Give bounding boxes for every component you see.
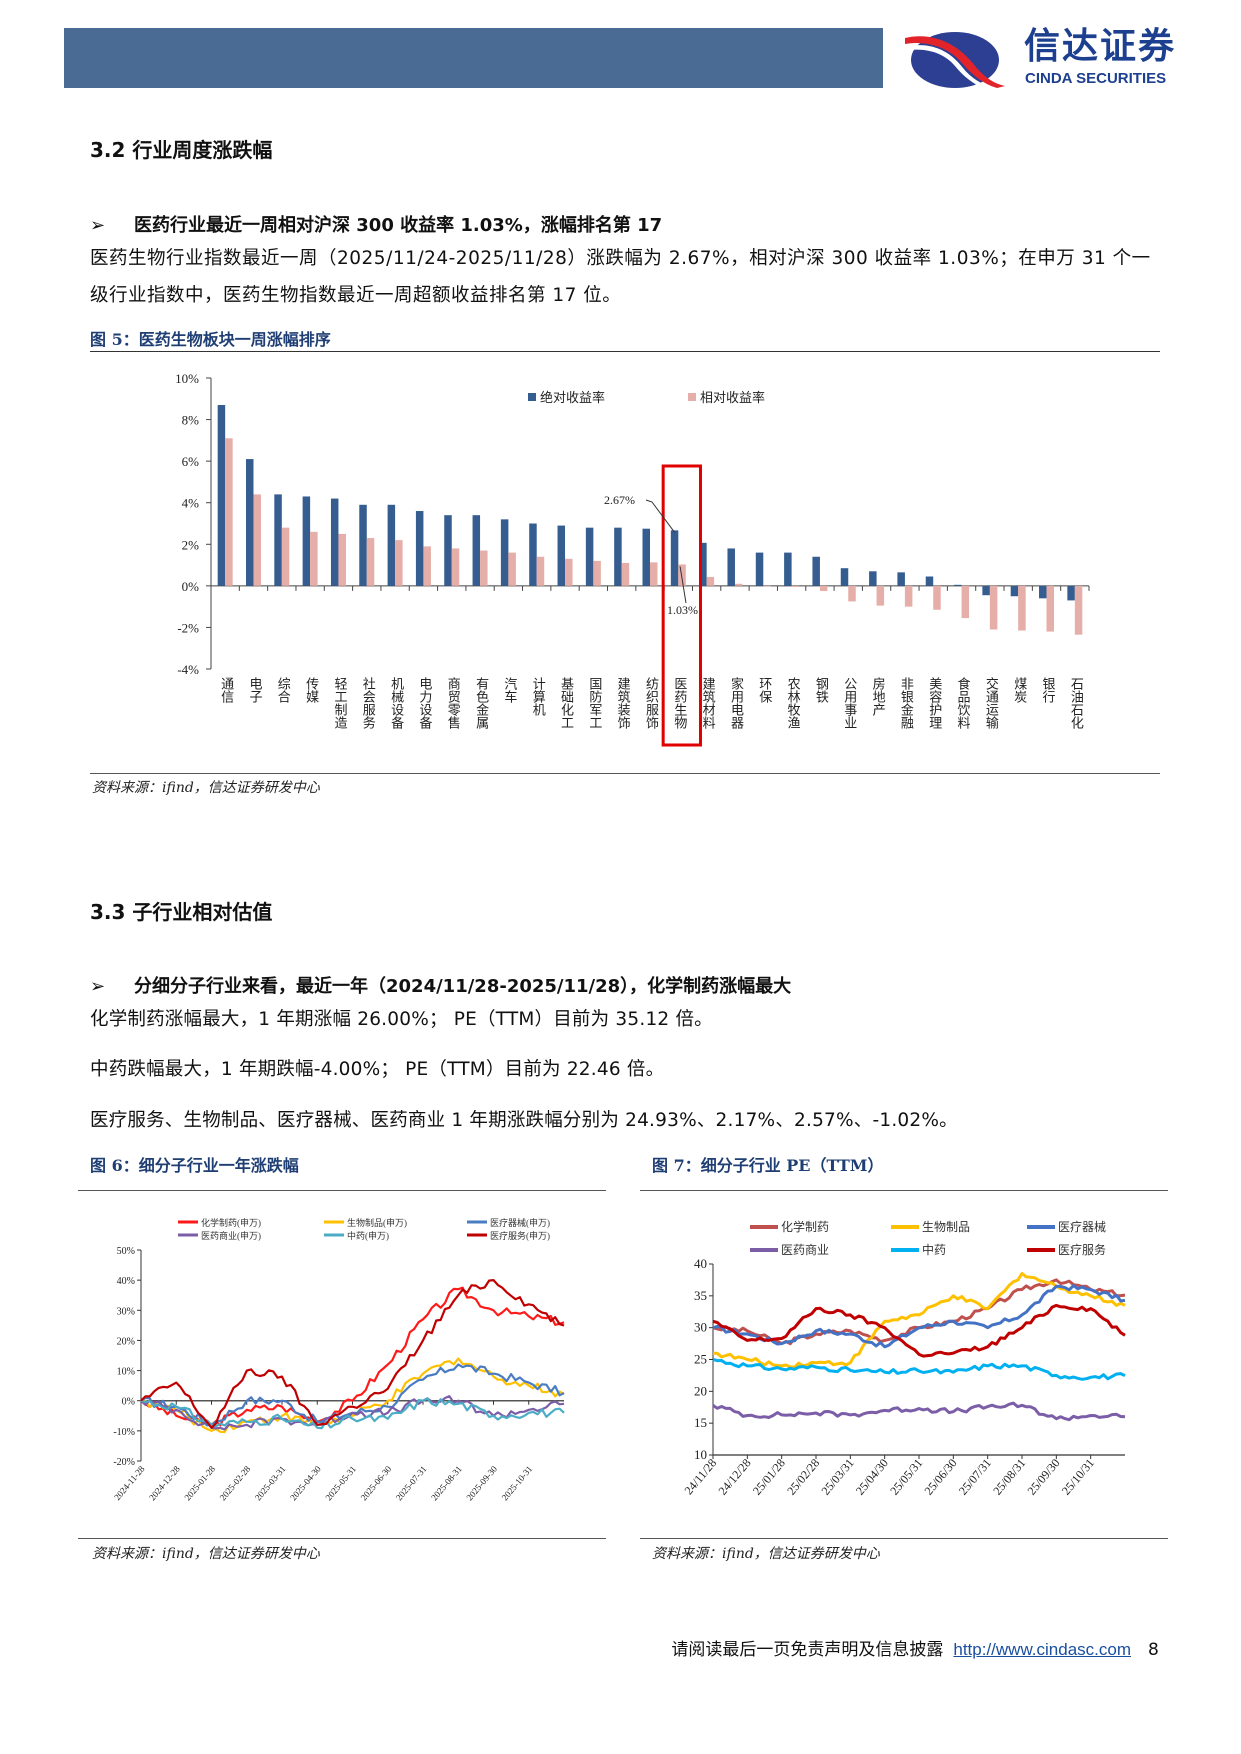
header-bar bbox=[64, 28, 883, 88]
x-tick-label: 25/05/31 bbox=[887, 1456, 925, 1498]
series-line bbox=[712, 1303, 1126, 1358]
figure-7-caption: 图 7：细分子行业 PE（TTM） bbox=[652, 1156, 884, 1175]
x-tick-label: 24/12/28 bbox=[715, 1456, 753, 1498]
y-tick-label: 35 bbox=[694, 1288, 707, 1303]
section-3-3-bullet: ➢ 分细分子行业来看，最近一年（2024/11/28-2025/11/28），化学… bbox=[90, 972, 791, 998]
y-tick-label: 40% bbox=[117, 1276, 135, 1287]
section-3-3-line-2: 中药跌幅最大，1 年期跌幅-4.00%； PE（TTM）目前为 22.46 倍。 bbox=[90, 1059, 665, 1080]
legend-label: 医疗服务 bbox=[1058, 1242, 1106, 1257]
divider bbox=[78, 1538, 606, 1539]
divider bbox=[640, 1190, 1168, 1191]
figure-5-caption: 图 5：医药生物板块一周涨幅排序 bbox=[90, 330, 331, 349]
section-3-3-line-3: 医疗服务、生物制品、医疗器械、医药商业 1 年期涨跌幅分别为 24.93%、2.… bbox=[90, 1110, 958, 1131]
divider bbox=[640, 1538, 1168, 1539]
series-line bbox=[712, 1401, 1126, 1422]
section-3-2-bullet: ➢ 医药行业最近一周相对沪深 300 收益率 1.03%，涨幅排名第 17 bbox=[90, 211, 662, 237]
x-tick-label: 25/10/31 bbox=[1059, 1456, 1097, 1498]
section-title-3-2: 3.2 行业周度涨跌幅 bbox=[90, 138, 273, 162]
y-tick-label: 50% bbox=[117, 1246, 135, 1257]
series-line bbox=[712, 1358, 1126, 1381]
figure-6-line-chart: 50%40%30%20%10%0%-10%-20%2024-11-28 2024-… bbox=[112, 1217, 565, 1502]
legend-label: 医疗器械(申万) bbox=[490, 1217, 550, 1228]
series-line bbox=[140, 1357, 565, 1434]
x-tick-label: 25/04/30 bbox=[853, 1456, 891, 1498]
x-tick-label: 25/03/31 bbox=[818, 1456, 856, 1498]
figure-6-caption: 图 6：细分子行业一年涨跌幅 bbox=[90, 1156, 299, 1175]
brand-name-en: CINDA SECURITIES bbox=[1025, 70, 1167, 87]
divider bbox=[90, 351, 1160, 352]
legend-label: 医疗器械 bbox=[1058, 1219, 1106, 1234]
bullet-text: 医药行业最近一周相对沪深 300 收益率 1.03%，涨幅排名第 17 bbox=[134, 215, 663, 236]
section-3-2-paragraph: 医药生物行业指数最近一周（2025/11/24-2025/11/28）涨跌幅为 … bbox=[90, 248, 1151, 306]
series-line bbox=[712, 1284, 1126, 1349]
x-tick-label: 25/02/28 bbox=[784, 1456, 822, 1498]
y-tick-label: 30% bbox=[117, 1306, 135, 1317]
figure-7-source: 资料来源：ifind，信达证券研发中心 bbox=[652, 1546, 880, 1562]
footer: 请阅读最后一页免责声明及信息披露 http://www.cindasc.com bbox=[671, 1640, 1131, 1660]
footer-disclaimer: 请阅读最后一页免责声明及信息披露 bbox=[671, 1640, 944, 1660]
legend-label: 医药商业 bbox=[781, 1242, 829, 1257]
y-tick-label: -10% bbox=[113, 1427, 135, 1438]
legend-label: 医疗服务(申万) bbox=[490, 1230, 550, 1241]
legend-label: 医药商业(申万) bbox=[201, 1230, 261, 1241]
x-tick-label: 25/09/30 bbox=[1024, 1456, 1062, 1498]
x-tick-label: 25/08/31 bbox=[990, 1456, 1028, 1498]
y-tick-label: 40 bbox=[694, 1256, 707, 1271]
section-title-3-3: 3.3 子行业相对估值 bbox=[90, 900, 273, 924]
legend-label: 化学制药(申万) bbox=[201, 1217, 261, 1228]
figure-6-source: 资料来源：ifind，信达证券研发中心 bbox=[92, 1546, 320, 1562]
arrow-bullet-icon: ➢ bbox=[90, 976, 106, 997]
arrow-bullet-icon: ➢ bbox=[90, 215, 106, 236]
bullet-text: 分细分子行业来看，最近一年（2024/11/28-2025/11/28），化学制… bbox=[134, 976, 792, 997]
y-tick-label: 0% bbox=[122, 1397, 135, 1408]
divider bbox=[78, 1190, 606, 1191]
section-3-3-line-1: 化学制药涨幅最大，1 年期涨幅 26.00%； PE（TTM）目前为 35.12… bbox=[90, 1009, 713, 1030]
brand-name-cn: 信达证券 bbox=[1024, 26, 1177, 67]
figure-7-line-chart: 4035302520151024/11/2824/12/2825/01/2825… bbox=[681, 1219, 1126, 1498]
series-line bbox=[140, 1278, 565, 1429]
y-tick-label: 15 bbox=[694, 1415, 707, 1430]
x-tick-label: 25/07/31 bbox=[956, 1456, 994, 1498]
legend-label: 生物制品(申万) bbox=[347, 1217, 407, 1228]
y-tick-label: 10 bbox=[694, 1447, 707, 1462]
legend-label: 生物制品 bbox=[922, 1220, 970, 1234]
y-tick-label: 25 bbox=[694, 1352, 707, 1367]
x-tick-label: 25/01/28 bbox=[750, 1456, 788, 1498]
y-tick-label: 30 bbox=[694, 1320, 707, 1335]
x-tick-label: 25/06/30 bbox=[921, 1456, 959, 1498]
figure-5-source: 资料来源：ifind，信达证券研发中心 bbox=[92, 780, 320, 796]
y-tick-label: 10% bbox=[117, 1367, 135, 1378]
legend-label: 中药 bbox=[922, 1242, 946, 1257]
x-tick-label: 24/11/28 bbox=[681, 1456, 719, 1497]
legend-label: 中药(申万) bbox=[347, 1230, 389, 1241]
cinda-logo-icon bbox=[905, 32, 1005, 89]
legend-label: 化学制药 bbox=[781, 1219, 829, 1234]
series-line bbox=[140, 1397, 565, 1430]
website-link[interactable]: http://www.cindasc.com bbox=[953, 1640, 1131, 1659]
y-tick-label: -20% bbox=[113, 1457, 135, 1468]
page-number: 8 bbox=[1148, 1640, 1159, 1660]
y-tick-label: 20 bbox=[694, 1383, 707, 1398]
divider bbox=[90, 773, 1160, 774]
y-tick-label: 20% bbox=[117, 1336, 135, 1347]
